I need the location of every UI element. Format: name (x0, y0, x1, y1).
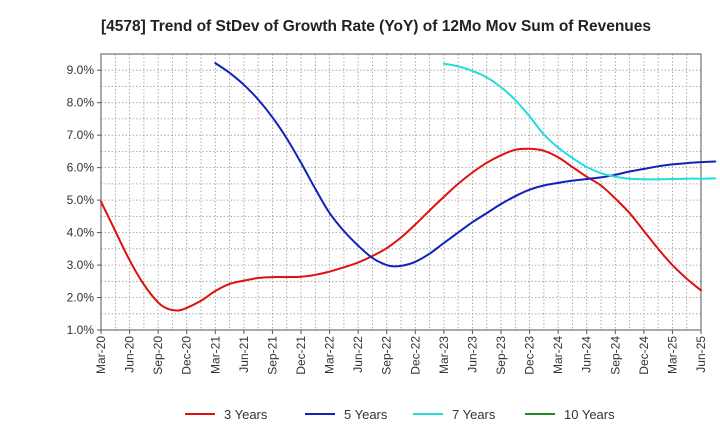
x-tick-label: Mar-20 (94, 336, 108, 374)
x-tick-label: Mar-24 (551, 336, 565, 374)
x-tick-label: Mar-21 (208, 336, 222, 374)
plot-frame (100, 53, 702, 331)
x-tick-label: Jun-22 (351, 336, 365, 373)
y-tick-label: 4.0% (67, 226, 95, 240)
x-tick-label: Mar-22 (323, 336, 337, 374)
legend-item-10-years: 10 Years (525, 407, 615, 422)
x-tick-label: Dec-24 (637, 336, 651, 375)
x-tick-label: Mar-23 (437, 336, 451, 374)
legend-label: 7 Years (452, 407, 496, 422)
chart-title: [4578] Trend of StDev of Growth Rate (Yo… (101, 18, 651, 35)
y-tick-label: 1.0% (67, 323, 95, 337)
y-tick-label: 2.0% (67, 291, 95, 305)
x-tick-label: Jun-23 (465, 336, 479, 373)
y-tick-label: 3.0% (67, 258, 95, 272)
x-tick-label: Sep-20 (151, 336, 165, 375)
series-lines (100, 62, 717, 312)
x-tick-label: Dec-22 (408, 336, 422, 375)
legend-item-3-years: 3 Years (185, 407, 268, 422)
y-tick-label: 6.0% (67, 161, 95, 175)
series-line-7-years (442, 62, 717, 181)
x-tick-label: Jun-25 (694, 336, 708, 373)
legend-label: 5 Years (344, 407, 388, 422)
x-tick-label: Mar-25 (665, 336, 679, 374)
x-tick-label: Sep-23 (494, 336, 508, 375)
x-tick-label: Dec-21 (294, 336, 308, 375)
y-tick-label: 7.0% (67, 128, 95, 142)
legend-item-7-years: 7 Years (413, 407, 496, 422)
grid-lines (101, 54, 701, 330)
x-tick-label: Jun-20 (123, 336, 137, 373)
y-axis-ticks: 1.0% 2.0% 3.0% 4.0% 5.0% 6.0% 7.0% 8.0% 9.0% (67, 63, 101, 337)
y-tick-label: 8.0% (67, 96, 95, 110)
y-tick-label: 9.0% (67, 63, 95, 77)
x-tick-label: Sep-22 (380, 336, 394, 375)
legend: 3 Years 5 Years 7 Years 10 Years (185, 407, 615, 422)
legend-item-5-years: 5 Years (305, 407, 388, 422)
series-line-3-years (100, 147, 702, 312)
legend-label: 3 Years (224, 407, 268, 422)
x-axis-ticks: Mar-20 Jun-20 Sep-20 Dec-20 Mar-21 Jun-21 Sep-… (94, 330, 708, 375)
x-tick-label: Dec-23 (523, 336, 537, 375)
series-line-5-years (214, 62, 717, 268)
y-tick-label: 5.0% (67, 193, 95, 207)
x-tick-label: Jun-21 (237, 336, 251, 373)
x-tick-label: Jun-24 (580, 336, 594, 373)
x-tick-label: Sep-24 (608, 336, 622, 375)
legend-label: 10 Years (564, 407, 615, 422)
x-tick-label: Dec-20 (180, 336, 194, 375)
x-tick-label: Sep-21 (265, 336, 279, 375)
